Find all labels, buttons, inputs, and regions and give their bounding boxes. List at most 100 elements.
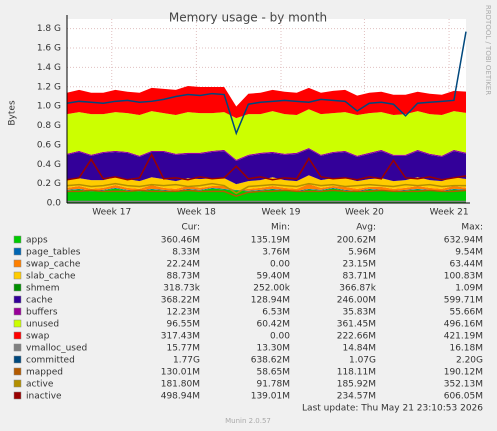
legend-stat: 185.92M	[337, 380, 376, 390]
legend-stat: 234.57M	[337, 392, 376, 402]
legend-swatch	[13, 307, 22, 316]
legend-stat: 366.87k	[339, 284, 376, 294]
legend-stat: 14.84M	[342, 344, 376, 354]
legend-stat: 1.77G	[173, 356, 200, 366]
line	[67, 189, 467, 198]
legend-stat: 60.42M	[256, 320, 290, 330]
legend-swatch	[13, 367, 22, 376]
legend-swatch	[13, 355, 22, 364]
legend-label: mapped	[26, 368, 63, 378]
x-tick-label: Week 19	[262, 208, 301, 218]
legend-stat: 252.00k	[253, 284, 290, 294]
legend-stat: 139.01M	[251, 392, 290, 402]
legend-swatch	[13, 295, 22, 304]
legend-stat: 100.83M	[444, 272, 483, 282]
column-header: Cur:	[181, 223, 200, 233]
line	[66, 31, 467, 136]
legend-stat: 128.94M	[251, 296, 290, 306]
legend-label: committed	[26, 356, 75, 366]
legend-stat: 130.01M	[161, 368, 200, 378]
y-tick-label: 0.8 G	[37, 121, 61, 131]
legend-stat: 16.18M	[449, 344, 483, 354]
area	[67, 184, 466, 191]
legend-stat: 13.30M	[256, 344, 290, 354]
area	[67, 109, 466, 160]
footer: Munin 2.0.57	[225, 417, 271, 425]
line	[66, 152, 467, 181]
legend-label: shmem	[26, 284, 59, 294]
legend-swatch	[13, 235, 22, 244]
line	[66, 182, 466, 195]
column-header: Max:	[461, 223, 483, 233]
watermark: RRDTOOL / TOBI OETIKER	[484, 5, 492, 95]
legend-stat: 1.07G	[349, 356, 376, 366]
column-header: Avg:	[356, 223, 376, 233]
legend-swatch	[13, 259, 22, 268]
y-tick-label: 0.0	[47, 199, 62, 209]
legend-stat: 318.73k	[163, 284, 200, 294]
legend-stat: 8.33M	[172, 248, 200, 258]
legend-stat: 15.77M	[166, 344, 200, 354]
legend-label: buffers	[26, 308, 58, 318]
y-axis-label: Bytes	[8, 100, 18, 126]
legend-label: vmalloc_used	[26, 344, 87, 354]
legend-stat: 638.62M	[251, 356, 290, 366]
legend-stat: 606.05M	[444, 392, 483, 402]
legend-stat: 58.65M	[256, 368, 290, 378]
legend-stat: 23.15M	[342, 260, 376, 270]
legend-stat: 360.46M	[161, 236, 200, 246]
y-tick-label: 1.6 G	[37, 44, 61, 54]
y-tick-label: 0.6 G	[37, 140, 61, 150]
legend-stat: 91.78M	[256, 380, 290, 390]
legend-stat: 498.94M	[161, 392, 200, 402]
legend-stat: 83.71M	[342, 272, 376, 282]
legend-stat: 12.23M	[166, 308, 200, 318]
legend-stat: 599.71M	[444, 296, 483, 306]
legend-stat: 421.19M	[444, 332, 483, 342]
x-tick-label: Week 20	[345, 208, 384, 218]
last-update: Last update: Thu May 21 23:10:53 2026	[302, 404, 483, 414]
legend-label: apps	[26, 236, 48, 246]
legend-stat: 632.94M	[444, 236, 483, 246]
y-tick-label: 0.2 G	[37, 179, 61, 189]
y-tick-label: 1.0 G	[37, 102, 61, 112]
x-tick-label: Week 17	[92, 208, 131, 218]
legend-stat: 22.24M	[166, 260, 200, 270]
legend-stat: 352.13M	[444, 380, 483, 390]
legend-swatch	[13, 331, 22, 340]
legend-label: inactive	[26, 392, 62, 402]
legend-stat: 135.19M	[251, 236, 290, 246]
legend-stat: 118.11M	[337, 368, 376, 378]
area	[67, 187, 466, 192]
legend-stat: 63.44M	[449, 260, 483, 270]
legend-swatch	[13, 283, 22, 292]
legend-stat: 35.83M	[342, 308, 376, 318]
legend-stat: 368.22M	[161, 296, 200, 306]
column-header: Min:	[271, 223, 290, 233]
legend-label: cache	[26, 296, 53, 306]
legend-stat: 6.53M	[262, 308, 290, 318]
legend-label: unused	[26, 320, 59, 330]
legend-stat: 200.62M	[337, 236, 376, 246]
legend-stat: 2.20G	[456, 356, 483, 366]
legend-stat: 1.09M	[455, 284, 483, 294]
area	[67, 149, 466, 185]
y-tick-label: 1.8 G	[37, 24, 61, 34]
y-tick-label: 0.4 G	[37, 160, 61, 170]
legend-stat: 3.76M	[262, 248, 290, 258]
legend-stat: 181.80M	[161, 380, 200, 390]
legend-label: swap	[26, 332, 50, 342]
legend-stat: 317.43M	[161, 332, 200, 342]
legend-swatch	[13, 343, 22, 352]
x-tick-label: Week 18	[177, 208, 216, 218]
legend-stat: 246.00M	[337, 296, 376, 306]
area	[67, 175, 466, 191]
legend-label: slab_cache	[26, 272, 76, 282]
legend-swatch	[13, 391, 22, 400]
legend-swatch	[13, 271, 22, 280]
legend-label: swap_cache	[26, 260, 81, 270]
legend-stat: 496.16M	[444, 320, 483, 330]
legend-swatch	[13, 319, 22, 328]
legend-label: active	[26, 380, 54, 390]
